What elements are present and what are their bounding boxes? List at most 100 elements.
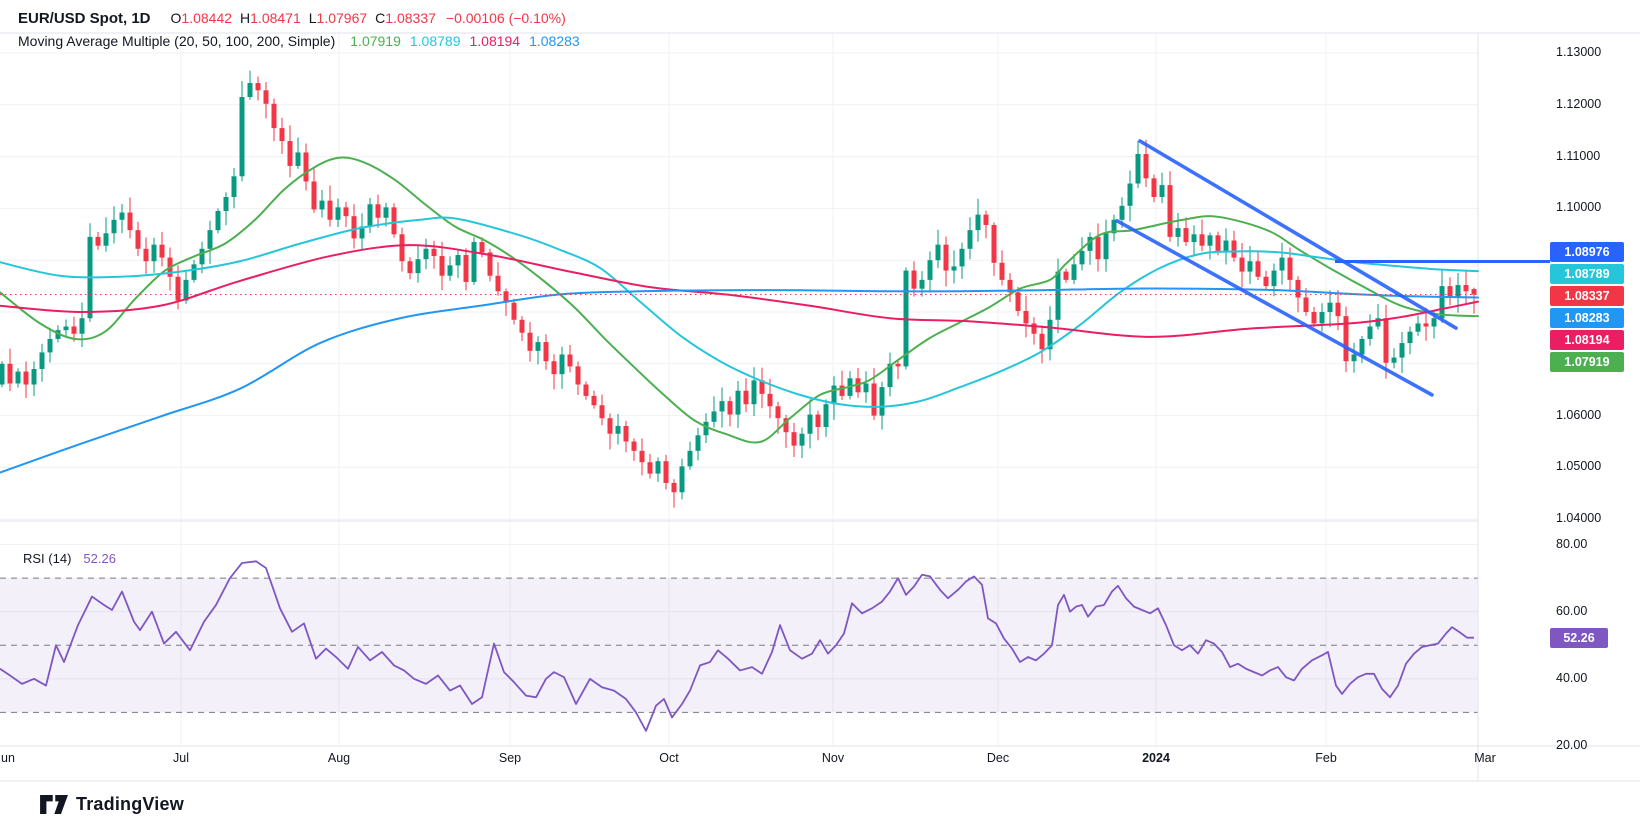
candle-body [1151,178,1157,198]
price-badge-1.08337: 1.08337 [1550,286,1624,306]
time-axis[interactable] [0,746,1640,781]
candle-body [1327,302,1333,312]
rsi-axis-label: 20.00 [1556,738,1588,752]
candle-body [407,261,413,274]
candle-body [599,405,605,419]
candle-body [559,354,565,375]
candle-body [1247,261,1253,272]
rsi-axis-label: 80.00 [1556,536,1588,551]
candle-body [215,210,221,231]
ma-indicator-legend[interactable]: Moving Average Multiple (20, 50, 100, 20… [18,33,580,49]
candle-body [1311,312,1317,324]
candle-body [1087,236,1093,251]
candle-body [999,262,1005,280]
candle-body [735,390,741,415]
candle-body [647,462,653,474]
candle-body [487,252,493,276]
candle-body [1407,331,1413,344]
candle-body [591,395,597,406]
candle-body [823,404,829,427]
tradingview-logo[interactable]: TradingView [40,794,184,815]
candle-body [247,83,253,98]
price-axis-label: 1.13000 [1556,45,1602,59]
candle-body [623,425,629,442]
candle-body [767,393,773,407]
candle-body [95,236,101,246]
time-label-Jul: Jul [173,751,189,765]
trendline-2[interactable] [1115,219,1434,397]
candle-body [815,414,821,427]
candle-body [1335,302,1341,317]
candle-body [991,224,997,263]
candle-body [463,255,469,282]
candle-body [183,279,189,301]
rsi-indicator-value: 52.26 [83,551,116,566]
price-axis-label: 1.10000 [1556,200,1602,215]
candle-body [967,230,973,249]
candle-body [575,366,581,385]
candle-body [295,152,301,166]
rsi-badge: 52.26 [1550,628,1608,648]
candle-body [279,128,285,142]
candle-body [439,256,445,276]
candle-body [119,212,125,220]
candle-body [7,363,13,384]
candle-body [567,354,573,367]
candle-body [431,248,437,257]
symbol-legend[interactable]: EUR/USD Spot, 1D O1.08442 H1.08471 L1.07967… [18,10,566,27]
candle-body [1207,235,1213,246]
candle-body [1215,235,1221,251]
candle-body [791,432,797,446]
candle-body [639,450,645,463]
candle-body [663,461,669,483]
ohlc-key: O [170,10,182,26]
candle-body [71,326,77,334]
candle-body [1439,286,1445,319]
ohlc-key: C [375,10,386,26]
candle-body [711,411,717,422]
candle-body [263,90,269,104]
candle-body [1271,270,1277,287]
candle-body [79,318,85,334]
trendline-1[interactable] [1138,139,1458,330]
time-label-Nov: Nov [821,751,845,765]
candle-body [495,275,501,292]
candle-body [1143,154,1149,179]
candle-body [615,425,621,434]
rsi-indicator-legend[interactable]: RSI (14) 52.26 [23,551,116,566]
candle-body [535,342,541,351]
ma-line-1[interactable] [0,156,1479,444]
candle-body [1423,323,1429,327]
ohlc-key: H [240,10,251,26]
ma-line-2[interactable] [0,216,1479,408]
candle-body [327,200,333,220]
candle-body [383,207,389,218]
price-badge-1.08976: 1.08976 [1550,242,1624,262]
candle-body [375,204,381,218]
candle-body [1055,271,1061,320]
candle-body [607,418,613,434]
candle-body [943,244,949,271]
candle-body [719,401,725,412]
candle-body [127,212,133,231]
time-label-Oct: Oct [659,751,679,765]
candle-body [1431,318,1437,327]
candle-body [1399,343,1405,358]
candle-body [1127,183,1133,206]
symbol-title[interactable]: EUR/USD Spot, 1D [18,10,151,27]
candle-body [199,248,205,265]
ma-line-4[interactable] [0,287,1479,474]
candle-body [1071,264,1077,280]
candle-body [0,363,5,385]
ohlc-value: 1.07967 [316,10,368,26]
candle-body [887,363,893,388]
candle-body [759,380,765,394]
rsi-line[interactable] [0,560,1474,732]
candle-body [391,207,397,235]
candle-body [879,387,885,416]
candle-body [223,197,229,211]
candle-body [1223,240,1229,251]
time-label-2024: 2024 [1142,751,1170,765]
candle-body [631,441,637,451]
